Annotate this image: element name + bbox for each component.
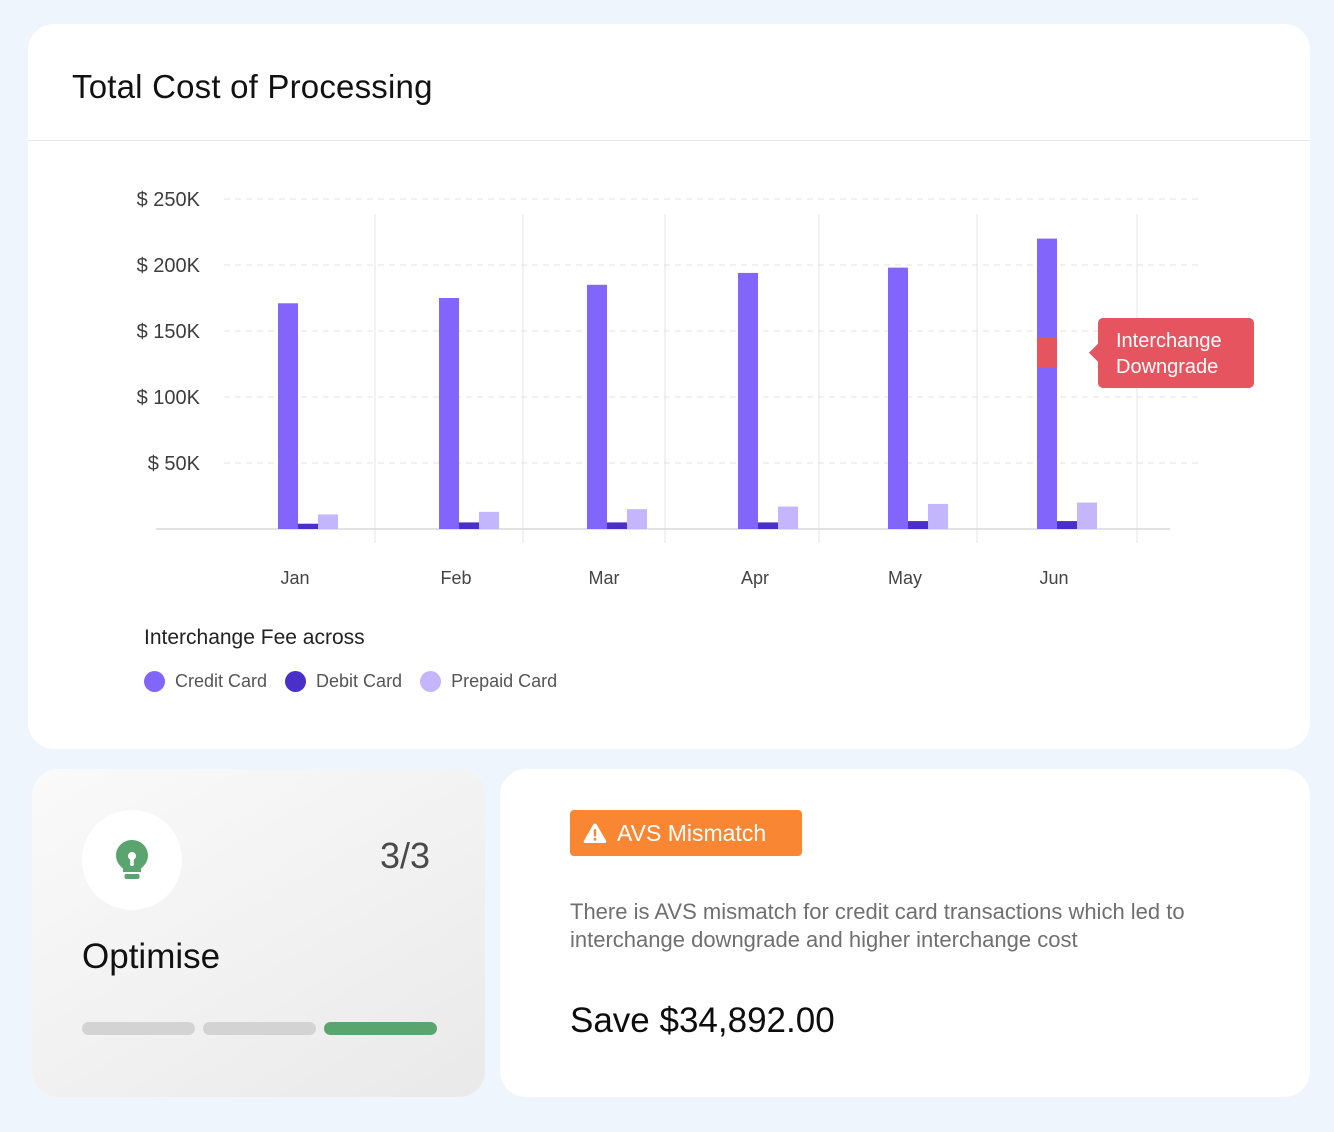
legend-swatch <box>144 671 165 692</box>
legend-title: Interchange Fee across <box>144 626 365 649</box>
bar-prepaid-card-jun <box>1077 502 1097 529</box>
x-tick-label: Jan <box>280 568 309 588</box>
x-tick-label: Mar <box>589 568 620 588</box>
insight-card: AVS Mismatch There is AVS mismatch for c… <box>500 769 1310 1097</box>
y-tick-label: $ 150K <box>137 321 201 343</box>
y-tick-label: $ 200K <box>137 255 201 277</box>
bar-prepaid-card-apr <box>778 506 798 529</box>
labels-layer: $ 250K $ 200K $ 150K $ 100K $ 50K Jan Feb Mar Ap… <box>137 189 1069 588</box>
header-divider <box>28 140 1310 141</box>
progress-segment <box>324 1022 437 1035</box>
x-tick-label: Jun <box>1039 568 1068 588</box>
avs-mismatch-badge[interactable]: AVS Mismatch <box>570 810 802 856</box>
chart-title: Total Cost of Processing <box>72 68 433 105</box>
step-progress <box>82 1022 445 1035</box>
bar-debit-card-jun <box>1057 521 1077 529</box>
bar-credit-card-jun <box>1037 238 1057 529</box>
legend-item[interactable]: Debit Card <box>285 671 402 692</box>
y-tick-label: $ 100K <box>137 387 201 409</box>
lightbulb-icon-circle <box>82 810 182 910</box>
bar-credit-card-may <box>888 267 908 529</box>
x-tick-label: Feb <box>440 568 471 588</box>
bar-debit-card-jan <box>298 523 318 529</box>
bar-credit-card-feb <box>439 298 459 529</box>
bar-debit-card-mar <box>607 522 627 529</box>
warning-icon <box>583 822 607 844</box>
bar-chart: $ 250K $ 200K $ 150K $ 100K $ 50K Jan Feb Mar Ap… <box>137 189 1254 588</box>
bars-layer <box>278 238 1097 529</box>
progress-segment <box>203 1022 316 1035</box>
tooltip-layer: Interchange Downgrade <box>1089 318 1254 388</box>
bar-prepaid-card-jan <box>318 514 338 529</box>
bar-credit-card-jan <box>278 303 298 529</box>
legend-label: Prepaid Card <box>451 671 558 691</box>
tooltip-text: Interchange <box>1116 330 1222 352</box>
bar-debit-card-feb <box>459 522 479 529</box>
interchange-downgrade-segment <box>1037 337 1057 368</box>
legend-swatch <box>420 671 442 692</box>
step-counter: 3/3 <box>380 835 431 876</box>
bar-prepaid-card-may <box>928 503 948 529</box>
chart-legend: Credit Card Debit Card Prepaid Card <box>144 671 575 692</box>
bar-prepaid-card-feb <box>479 511 499 529</box>
legend-label: Credit Card <box>175 671 268 691</box>
tooltip-box <box>1098 318 1254 388</box>
bar-prepaid-card-mar <box>627 509 647 529</box>
tooltip-text: Downgrade <box>1116 356 1218 378</box>
legend-item[interactable]: Credit Card <box>144 671 267 692</box>
optimise-title: Optimise <box>82 937 221 976</box>
bar-debit-card-apr <box>758 522 778 529</box>
legend-item[interactable]: Prepaid Card <box>420 671 557 692</box>
y-tick-label: $ 250K <box>137 189 201 211</box>
legend-swatch <box>285 671 307 692</box>
lightbulb-icon <box>116 840 148 879</box>
tooltip-pointer <box>1089 343 1098 362</box>
bar-credit-card-mar <box>587 284 607 529</box>
bar-credit-card-apr <box>738 272 758 529</box>
x-tick-label: Apr <box>741 568 769 588</box>
savings-amount: Save $34,892.00 <box>570 1001 835 1040</box>
legend-label: Debit Card <box>316 671 403 691</box>
chart-card: Total Cost of Processing $ 250K $ 200K $ 1… <box>28 24 1310 749</box>
badge-label: AVS Mismatch <box>617 819 767 846</box>
x-tick-label: May <box>888 568 922 588</box>
y-tick-label: $ 50K <box>148 453 201 475</box>
progress-segment <box>82 1022 195 1035</box>
optimise-card: 3/3 Optimise <box>32 769 485 1097</box>
insight-description: There is AVS mismatch for credit card tr… <box>570 899 1185 952</box>
bar-debit-card-may <box>908 521 928 529</box>
